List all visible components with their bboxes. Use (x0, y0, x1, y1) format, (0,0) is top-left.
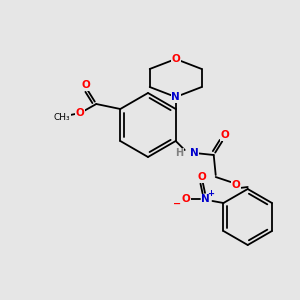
Text: −: − (173, 199, 181, 209)
Text: N: N (201, 194, 210, 204)
Text: O: O (171, 54, 180, 64)
Text: O: O (231, 180, 240, 190)
Text: O: O (82, 80, 91, 90)
Text: CH₃: CH₃ (54, 112, 70, 122)
Text: O: O (76, 108, 85, 118)
Text: O: O (181, 194, 190, 204)
Text: O: O (197, 172, 206, 182)
Text: N: N (171, 92, 180, 102)
Text: H: H (176, 148, 184, 158)
Text: N: N (190, 148, 199, 158)
Text: +: + (207, 190, 214, 199)
Text: O: O (220, 130, 229, 140)
